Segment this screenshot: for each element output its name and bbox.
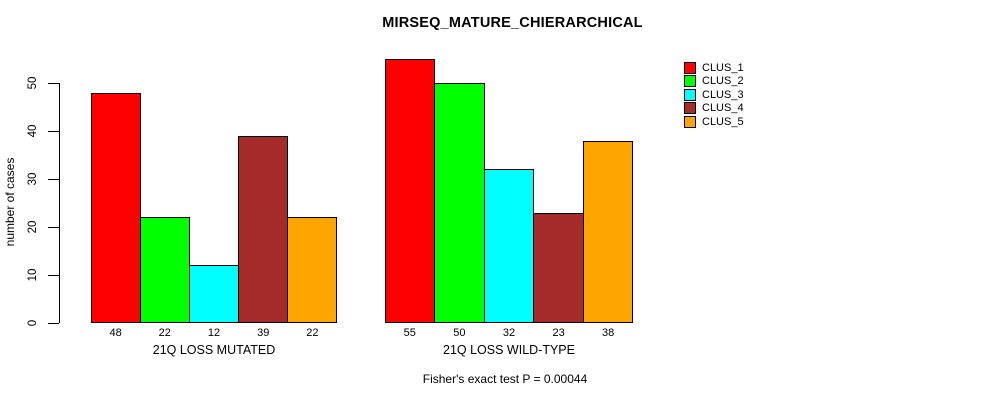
- y-tick-label: 10: [27, 268, 39, 282]
- legend-label: CLUS_2: [702, 75, 744, 88]
- legend-swatch-CLUS_2: [684, 75, 696, 88]
- legend-item: CLUS_2: [684, 75, 744, 89]
- bar-value-label: 38: [602, 327, 615, 339]
- y-tick: [48, 323, 59, 324]
- group-label-mutated: 21Q LOSS MUTATED: [152, 343, 276, 357]
- legend: CLUS_1 CLUS_2 CLUS_3 CLUS_4 CLUS_5: [684, 61, 744, 129]
- legend-item: CLUS_1: [684, 61, 744, 75]
- fisher-test-caption: Fisher's exact test P = 0.00044: [422, 372, 588, 386]
- bar-CLUS_3: [483, 169, 535, 323]
- bar-value-label: 22: [158, 327, 171, 339]
- bar-group-mutated: [91, 59, 337, 323]
- y-tick-label: 20: [27, 220, 39, 234]
- y-axis-line: [59, 83, 60, 323]
- bar-value-label: 32: [502, 327, 516, 339]
- bar-CLUS_1: [385, 59, 436, 323]
- bar-value-label: 48: [109, 327, 122, 339]
- legend-label: CLUS_3: [702, 88, 744, 101]
- bar-CLUS_4: [238, 136, 288, 323]
- bar-CLUS_2: [140, 217, 190, 323]
- bar-value-label: 39: [257, 327, 270, 339]
- y-tick-label: 30: [27, 172, 39, 186]
- y-tick: [48, 131, 59, 132]
- legend-swatch-CLUS_4: [684, 102, 696, 115]
- bar-value-label: 12: [207, 327, 221, 339]
- legend-item: CLUS_4: [684, 102, 744, 116]
- legend-label: CLUS_4: [702, 102, 744, 115]
- legend-item: CLUS_5: [684, 115, 744, 129]
- y-tick-label: 0: [27, 319, 39, 327]
- legend-swatch-CLUS_3: [684, 88, 696, 101]
- y-tick-label: 50: [27, 76, 39, 90]
- y-tick: [48, 227, 59, 228]
- bar-CLUS_5: [287, 217, 337, 323]
- y-tick: [48, 83, 59, 84]
- bar-CLUS_5: [582, 141, 634, 323]
- bar-CLUS_3: [189, 265, 239, 323]
- legend-label: CLUS_1: [702, 61, 744, 74]
- y-axis-label: number of cases: [3, 157, 17, 247]
- bar-CLUS_1: [91, 93, 141, 323]
- legend-swatch-CLUS_1: [684, 61, 696, 74]
- y-tick: [48, 275, 59, 276]
- bar-value-label: 55: [403, 327, 416, 339]
- legend-item: CLUS_3: [684, 88, 744, 102]
- bar-values-mutated: 48 22 12 39 22: [91, 327, 337, 339]
- y-tick: [48, 179, 59, 180]
- bar-group-wildtype: [385, 59, 634, 323]
- bar-CLUS_4: [533, 213, 584, 323]
- group-label-wildtype: 21Q LOSS WILD-TYPE: [443, 343, 575, 357]
- bar-values-wildtype: 55 50 32 23 38: [385, 327, 633, 339]
- bar-value-label: 23: [552, 327, 565, 339]
- legend-label: CLUS_5: [702, 115, 744, 128]
- legend-swatch-CLUS_5: [684, 115, 696, 128]
- bar-CLUS_2: [434, 83, 485, 323]
- bar-value-label: 50: [453, 327, 466, 339]
- bar-value-label: 22: [306, 327, 319, 339]
- y-tick-label: 40: [27, 124, 39, 138]
- chart-title: MIRSEQ_MATURE_CHIERARCHICAL: [382, 15, 643, 31]
